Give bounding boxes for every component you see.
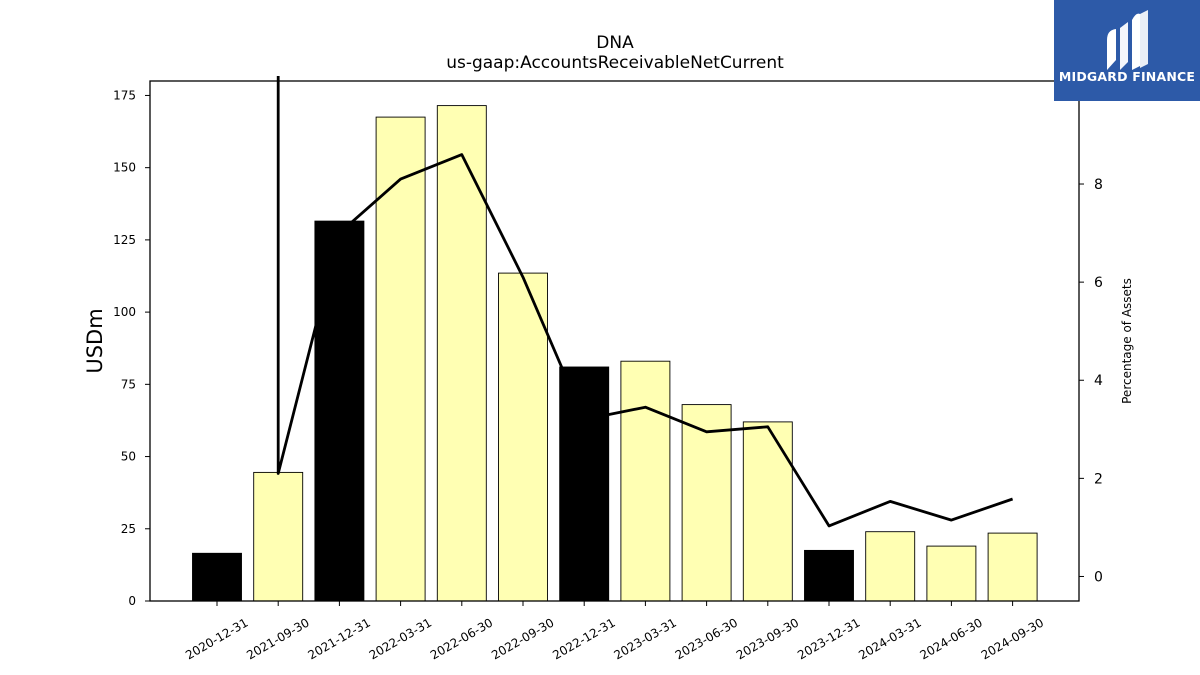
x-tick-label: 2023-06-30 (673, 615, 740, 662)
right-tick-label: 8 (1094, 177, 1103, 193)
bar-2022-09-30 (498, 272, 548, 602)
x-tick-label: 2022-03-31 (367, 615, 434, 662)
right-tick-label: 0 (1094, 569, 1103, 585)
chart-title: DNA (596, 33, 634, 53)
bar-2023-03-31 (620, 360, 671, 602)
percentage-line (276, 76, 1014, 528)
bar-2023-12-31 (804, 549, 854, 602)
left-tick-label: 0 (128, 594, 136, 608)
x-tick-label: 2022-12-31 (550, 615, 617, 662)
left-tick-label: 125 (113, 233, 136, 247)
x-tick-label: 2021-09-30 (244, 615, 311, 662)
y-axis-label-left: USDm (83, 308, 107, 373)
brand-logo: MIDGARD FINANCE (1054, 0, 1200, 101)
x-axis-ticks: 2020-12-312021-09-302021-12-312022-03-31… (183, 601, 1046, 662)
line-layer (276, 76, 1014, 528)
bar-2024-03-31 (865, 531, 916, 602)
x-tick-label: 2024-03-31 (856, 615, 923, 662)
x-tick-label: 2022-06-30 (428, 615, 495, 662)
bar-2023-09-30 (742, 421, 793, 602)
left-tick-label: 175 (113, 88, 136, 102)
x-tick-label: 2020-12-31 (183, 615, 250, 662)
x-tick-label: 2024-09-30 (979, 615, 1046, 662)
bars-group (192, 105, 1038, 602)
left-tick-label: 100 (113, 305, 136, 319)
bar-2022-03-31 (375, 116, 426, 602)
left-tick-label: 75 (121, 377, 136, 391)
bar-2021-09-30 (253, 471, 304, 602)
logo-text: MIDGARD FINANCE (1059, 69, 1195, 84)
left-tick-label: 50 (121, 450, 136, 464)
bar-2024-06-30 (926, 545, 977, 602)
x-tick-label: 2022-09-30 (489, 615, 556, 662)
x-tick-label: 2021-12-31 (305, 615, 372, 662)
bar-2020-12-31 (192, 552, 242, 602)
left-tick-label: 25 (121, 522, 136, 536)
x-tick-label: 2023-09-30 (734, 615, 801, 662)
bar-2023-06-30 (681, 404, 732, 602)
y-axis-label-right: Percentage of Assets (1120, 278, 1134, 404)
bar-2022-06-30 (436, 105, 487, 602)
plot-frame (149, 80, 1080, 602)
right-tick-label: 6 (1094, 275, 1103, 291)
left-axis-ticks: 0 25 50 75 100 125 150 175 (113, 88, 150, 608)
bar-2024-09-30 (987, 532, 1038, 602)
bar-2021-12-31 (314, 220, 365, 602)
x-tick-label: 2024-06-30 (917, 615, 984, 662)
x-tick-label: 2023-12-31 (795, 615, 862, 662)
right-tick-label: 4 (1094, 373, 1103, 389)
left-tick-label: 150 (113, 161, 136, 175)
right-tick-label: 2 (1094, 471, 1103, 487)
logo-mark-icon (1107, 10, 1148, 71)
x-tick-label: 2023-03-31 (611, 615, 678, 662)
bar-2022-12-31 (559, 366, 610, 602)
chart-subtitle: us-gaap:AccountsReceivableNetCurrent (446, 53, 784, 73)
right-axis-ticks: 0 2 4 6 8 (1079, 177, 1103, 585)
